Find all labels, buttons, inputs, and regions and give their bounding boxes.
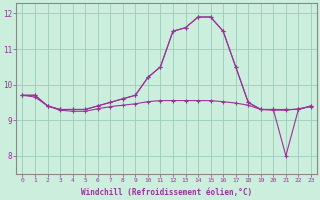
- X-axis label: Windchill (Refroidissement éolien,°C): Windchill (Refroidissement éolien,°C): [81, 188, 252, 197]
